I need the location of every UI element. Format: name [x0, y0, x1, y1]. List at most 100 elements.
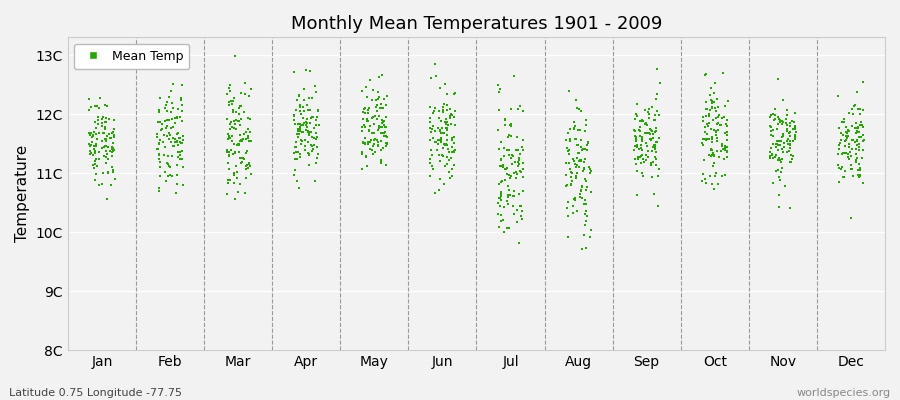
Point	[856, 180, 870, 186]
Point	[584, 226, 598, 233]
Point	[302, 131, 316, 138]
Point	[788, 136, 802, 142]
Point	[635, 156, 650, 162]
Point	[446, 149, 461, 155]
Point	[90, 163, 104, 170]
Point	[227, 141, 241, 148]
Point	[763, 153, 778, 159]
Point	[781, 141, 796, 148]
Point	[436, 104, 451, 110]
Point	[289, 139, 303, 145]
Point	[719, 121, 733, 127]
Point	[82, 129, 96, 136]
Point	[152, 95, 166, 101]
Point	[850, 124, 865, 130]
Point	[235, 138, 249, 144]
Point	[440, 146, 454, 152]
Point	[228, 53, 242, 59]
Point	[166, 135, 181, 141]
Point	[772, 116, 787, 123]
Point	[581, 164, 596, 170]
Point	[95, 130, 110, 136]
Point	[234, 154, 248, 161]
Point	[378, 129, 392, 135]
Point	[103, 135, 117, 142]
Point	[86, 129, 101, 135]
Point	[572, 164, 586, 171]
Text: Latitude 0.75 Longitude -77.75: Latitude 0.75 Longitude -77.75	[9, 388, 182, 398]
Point	[102, 130, 116, 137]
Point	[642, 111, 656, 117]
Point	[634, 136, 649, 142]
Point	[764, 144, 778, 151]
Point	[432, 186, 446, 193]
Point	[493, 86, 508, 92]
Point	[98, 148, 112, 154]
Point	[88, 170, 103, 177]
Point	[286, 69, 301, 75]
Point	[175, 118, 189, 124]
Point	[89, 125, 104, 132]
Point	[361, 118, 375, 124]
Point	[310, 130, 324, 136]
Point	[766, 155, 780, 161]
Point	[788, 125, 802, 131]
Point	[89, 156, 104, 162]
Point	[447, 134, 462, 140]
Point	[783, 129, 797, 135]
Point	[570, 162, 584, 168]
Point	[782, 148, 796, 154]
Point	[705, 136, 719, 142]
Point	[491, 127, 505, 133]
Point	[501, 132, 516, 138]
Point	[644, 136, 658, 142]
Point	[159, 123, 174, 129]
Point	[158, 118, 173, 124]
Point	[170, 131, 184, 138]
Point	[500, 225, 515, 232]
Point	[768, 154, 782, 160]
Point	[770, 142, 785, 148]
Point	[221, 85, 236, 91]
Point	[779, 122, 794, 128]
Point	[696, 136, 710, 142]
Point	[717, 144, 732, 151]
Point	[295, 122, 310, 129]
Point	[706, 150, 721, 156]
Point	[380, 140, 394, 146]
Point	[702, 120, 716, 126]
Point	[99, 115, 113, 121]
Point	[577, 165, 591, 171]
Point	[357, 135, 372, 141]
Point	[775, 121, 789, 128]
Point	[97, 119, 112, 126]
Point	[832, 146, 847, 152]
Point	[364, 114, 379, 121]
Point	[835, 151, 850, 157]
Point	[634, 152, 649, 158]
Point	[224, 138, 238, 144]
Point	[302, 152, 316, 158]
Point	[562, 160, 576, 166]
Point	[644, 136, 658, 142]
Point	[104, 135, 118, 141]
Point	[703, 107, 717, 114]
Point	[244, 86, 258, 92]
Point	[583, 166, 598, 172]
Point	[705, 151, 719, 158]
Point	[647, 190, 662, 197]
Point	[788, 133, 802, 140]
Point	[107, 176, 122, 182]
Point	[169, 114, 184, 121]
Point	[439, 116, 454, 122]
Point	[83, 148, 97, 154]
Point	[845, 173, 859, 179]
Point	[500, 198, 514, 204]
Point	[161, 136, 176, 142]
Point	[165, 152, 179, 159]
Point	[422, 137, 436, 143]
Point	[94, 145, 109, 151]
Point	[500, 165, 514, 172]
Point	[90, 136, 104, 142]
Point	[300, 101, 314, 108]
